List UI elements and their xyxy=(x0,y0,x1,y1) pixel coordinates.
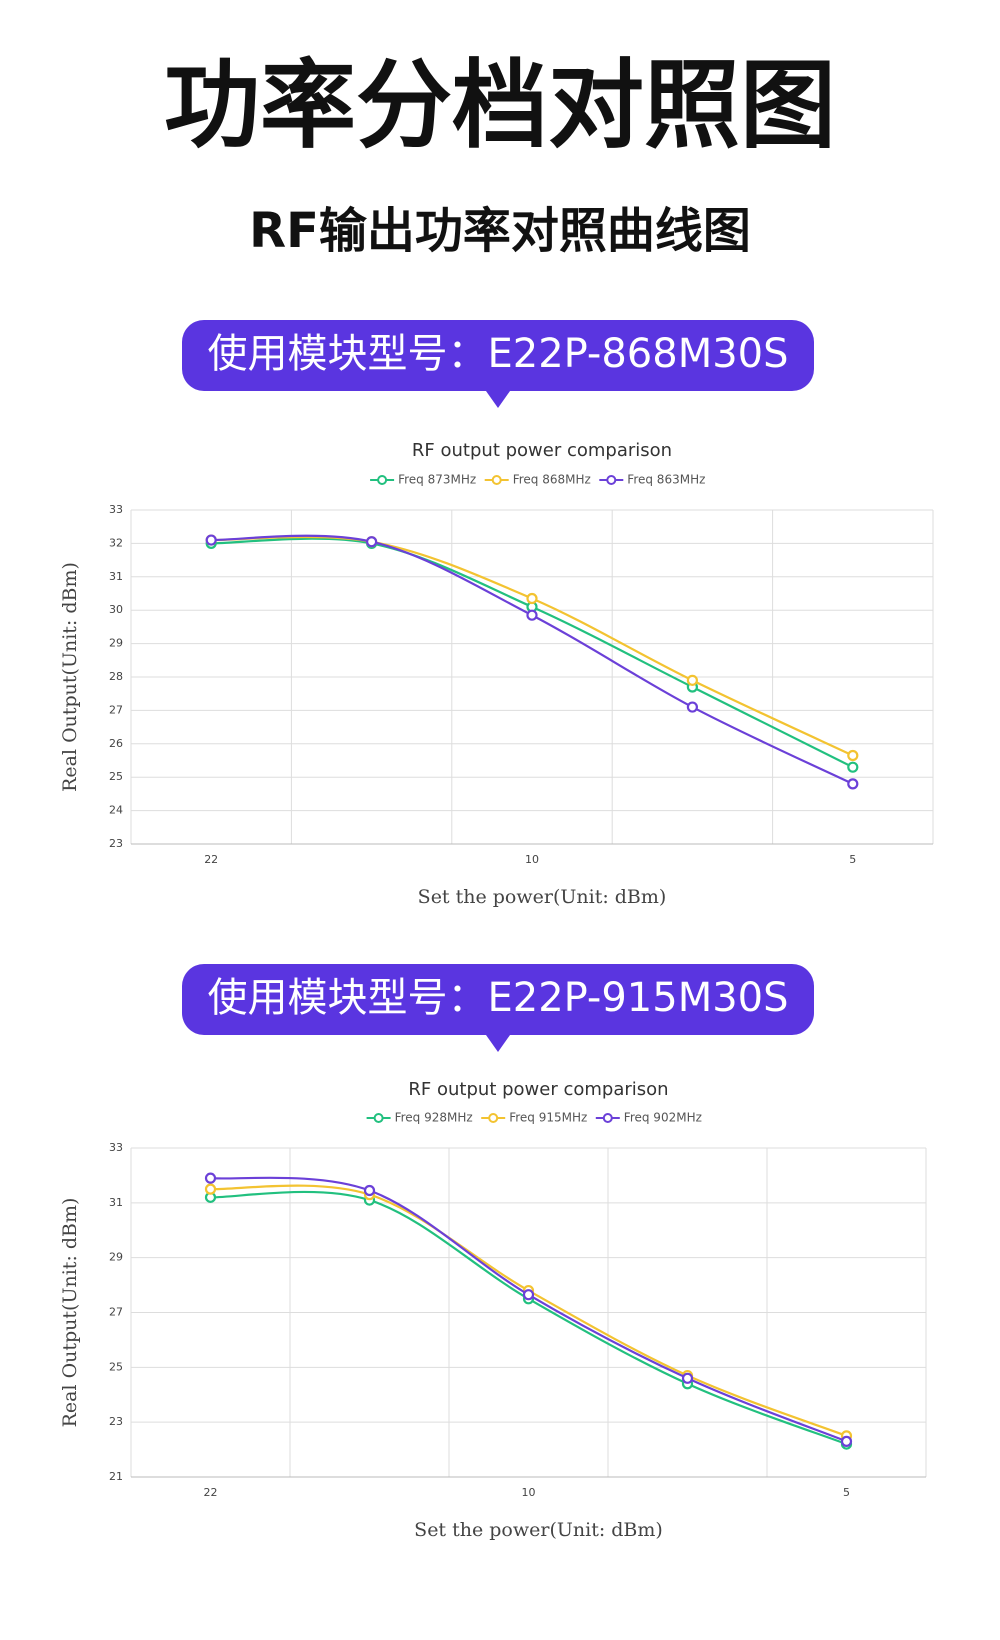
x-tick-label: 5 xyxy=(843,1486,850,1499)
y-tick-label: 23 xyxy=(109,837,123,850)
y-tick-label: 28 xyxy=(109,670,123,683)
y-tick-label: 21 xyxy=(109,1470,123,1483)
legend-label: Freq 928MHz xyxy=(395,1111,473,1125)
series-line xyxy=(210,1190,847,1446)
y-tick-label: 27 xyxy=(109,703,123,716)
legend-label: Freq 915MHz xyxy=(509,1111,587,1125)
data-point xyxy=(204,1172,217,1184)
chart: RF output power comparison Freq 873MHz Fre… xyxy=(59,440,934,908)
x-axis-label: Set the power(Unit: dBm) xyxy=(418,886,667,908)
y-tick-label: 33 xyxy=(109,503,123,516)
banner-pointer xyxy=(486,1035,510,1052)
legend-label: Freq 873MHz xyxy=(398,473,476,487)
banner: 使用模块型号：E22P-868M30S xyxy=(182,320,814,408)
legend-label: Freq 863MHz xyxy=(627,473,705,487)
y-tick-label: 29 xyxy=(109,1251,123,1264)
page-title: 功率分档对照图 xyxy=(164,49,836,161)
data-point xyxy=(363,1184,376,1197)
legend-marker xyxy=(373,1113,384,1123)
series-line xyxy=(211,537,854,769)
data-point xyxy=(847,761,859,773)
banner-bg xyxy=(182,320,814,391)
legend-marker xyxy=(606,475,617,485)
chart: RF output power comparison Freq 928MHz Fre… xyxy=(59,1079,927,1541)
data-point xyxy=(526,592,538,605)
y-tick-label: 23 xyxy=(109,1415,123,1428)
data-point xyxy=(205,534,217,546)
x-tick-label: 10 xyxy=(522,1486,536,1499)
y-tick-label: 24 xyxy=(109,804,123,817)
x-axis-label: Set the power(Unit: dBm) xyxy=(414,1519,663,1541)
y-axis-label: Real Output(Unit: dBm) xyxy=(59,562,81,792)
y-axis-label: Real Output(Unit: dBm) xyxy=(59,1198,81,1428)
x-tick-label: 10 xyxy=(525,853,539,866)
page-subtitle: RF输出功率对照曲线图 xyxy=(249,203,751,259)
data-point xyxy=(847,778,859,790)
data-point xyxy=(686,674,699,686)
data-point xyxy=(204,1183,217,1195)
x-tick-label: 5 xyxy=(849,853,856,866)
y-tick-label: 30 xyxy=(109,603,123,616)
legend-label: Freq 868MHz xyxy=(513,473,591,487)
legend-marker xyxy=(602,1113,613,1123)
y-tick-label: 32 xyxy=(109,536,123,549)
y-tick-label: 27 xyxy=(109,1306,123,1319)
data-point xyxy=(686,701,699,713)
banner-text: 使用模块型号：E22P-915M30S xyxy=(208,975,789,1021)
banner-text: 使用模块型号：E22P-868M30S xyxy=(208,331,789,377)
data-point xyxy=(840,1435,853,1447)
series-line xyxy=(210,1184,847,1437)
x-tick-label: 22 xyxy=(204,1486,218,1499)
y-tick-label: 29 xyxy=(109,637,123,650)
y-tick-label: 25 xyxy=(109,1360,123,1373)
data-point xyxy=(681,1372,694,1384)
data-point xyxy=(526,609,538,621)
series-line xyxy=(211,534,854,785)
legend-marker xyxy=(377,475,388,485)
banner-pointer xyxy=(486,391,510,408)
banner-bg xyxy=(182,964,814,1035)
data-point xyxy=(366,536,378,548)
y-tick-label: 33 xyxy=(109,1141,123,1154)
legend-marker xyxy=(488,1113,499,1123)
data-point xyxy=(847,749,859,762)
series-line xyxy=(211,535,854,757)
banner: 使用模块型号：E22P-915M30S xyxy=(182,964,814,1052)
legend-label: Freq 902MHz xyxy=(624,1111,702,1125)
data-point xyxy=(522,1289,535,1301)
chart-title: RF output power comparison xyxy=(408,1079,668,1100)
x-tick-label: 22 xyxy=(204,853,218,866)
y-tick-label: 31 xyxy=(109,1196,123,1209)
y-tick-label: 26 xyxy=(109,737,123,750)
y-tick-label: 25 xyxy=(109,770,123,783)
chart-title: RF output power comparison xyxy=(412,440,672,461)
legend-marker xyxy=(491,475,502,485)
y-tick-label: 31 xyxy=(109,570,123,583)
